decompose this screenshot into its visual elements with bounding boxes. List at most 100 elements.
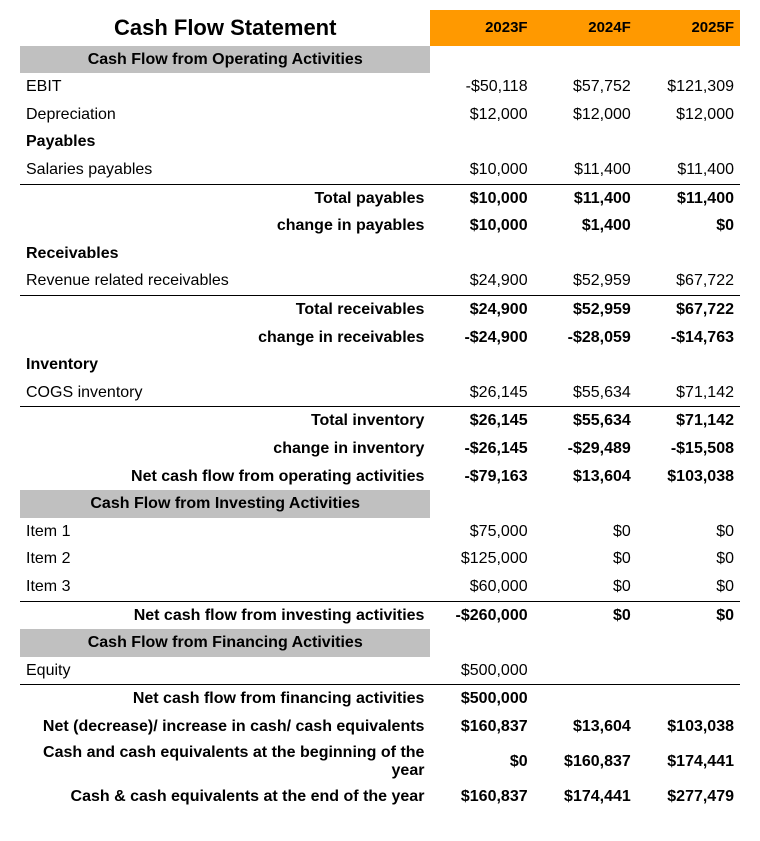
payables-header-row: Payables bbox=[20, 128, 740, 156]
end-cash-val-1: $174,441 bbox=[534, 783, 637, 811]
net-financing-val-0: $500,000 bbox=[430, 685, 533, 713]
net-change-cash-label: Net (decrease)/ increase in cash/ cash e… bbox=[20, 713, 430, 741]
end-cash-label: Cash & cash equivalents at the end of th… bbox=[20, 783, 430, 811]
revenue-receivables-val-1: $52,959 bbox=[534, 267, 637, 295]
ebit-val-2: $121,309 bbox=[637, 73, 740, 101]
cogs-inventory-val-0: $26,145 bbox=[430, 379, 533, 407]
cogs-inventory-row: COGS inventory $26,145 $55,634 $71,142 bbox=[20, 379, 740, 407]
total-inventory-val-1: $55,634 bbox=[534, 407, 637, 435]
net-investing-label: Net cash flow from investing activities bbox=[20, 601, 430, 629]
salaries-payables-row: Salaries payables $10,000 $11,400 $11,40… bbox=[20, 156, 740, 184]
change-payables-label: change in payables bbox=[20, 212, 430, 240]
revenue-receivables-val-2: $67,722 bbox=[637, 267, 740, 295]
financing-header-row: Cash Flow from Financing Activities bbox=[20, 629, 740, 657]
total-receivables-val-1: $52,959 bbox=[534, 296, 637, 324]
net-investing-row: Net cash flow from investing activities … bbox=[20, 601, 740, 629]
net-financing-row: Net cash flow from financing activities … bbox=[20, 685, 740, 713]
ebit-val-1: $57,752 bbox=[534, 73, 637, 101]
total-payables-val-2: $11,400 bbox=[637, 184, 740, 212]
ebit-row: EBIT -$50,118 $57,752 $121,309 bbox=[20, 73, 740, 101]
cash-flow-table: Cash Flow Statement 2023F 2024F 2025F Ca… bbox=[20, 10, 740, 811]
inventory-header: Inventory bbox=[20, 351, 430, 379]
ebit-label: EBIT bbox=[20, 73, 430, 101]
cogs-inventory-val-1: $55,634 bbox=[534, 379, 637, 407]
net-financing-label: Net cash flow from financing activities bbox=[20, 685, 430, 713]
salaries-payables-val-1: $11,400 bbox=[534, 156, 637, 184]
cogs-inventory-label: COGS inventory bbox=[20, 379, 430, 407]
depreciation-val-1: $12,000 bbox=[534, 101, 637, 129]
total-inventory-val-2: $71,142 bbox=[637, 407, 740, 435]
revenue-receivables-row: Revenue related receivables $24,900 $52,… bbox=[20, 267, 740, 295]
begin-cash-val-0: $0 bbox=[430, 741, 533, 784]
change-receivables-label: change in receivables bbox=[20, 324, 430, 352]
change-receivables-row: change in receivables -$24,900 -$28,059 … bbox=[20, 324, 740, 352]
revenue-receivables-label: Revenue related receivables bbox=[20, 267, 430, 295]
depreciation-label: Depreciation bbox=[20, 101, 430, 129]
change-inventory-val-0: -$26,145 bbox=[430, 435, 533, 463]
total-receivables-row: Total receivables $24,900 $52,959 $67,72… bbox=[20, 296, 740, 324]
end-cash-val-2: $277,479 bbox=[637, 783, 740, 811]
depreciation-row: Depreciation $12,000 $12,000 $12,000 bbox=[20, 101, 740, 129]
net-operating-row: Net cash flow from operating activities … bbox=[20, 463, 740, 491]
depreciation-val-2: $12,000 bbox=[637, 101, 740, 129]
salaries-payables-val-2: $11,400 bbox=[637, 156, 740, 184]
net-financing-val-2 bbox=[637, 685, 740, 713]
change-inventory-val-1: -$29,489 bbox=[534, 435, 637, 463]
total-receivables-val-0: $24,900 bbox=[430, 296, 533, 324]
change-inventory-label: change in inventory bbox=[20, 435, 430, 463]
revenue-receivables-val-0: $24,900 bbox=[430, 267, 533, 295]
investing-item1-val-2: $0 bbox=[637, 518, 740, 546]
change-inventory-row: change in inventory -$26,145 -$29,489 -$… bbox=[20, 435, 740, 463]
total-inventory-label: Total inventory bbox=[20, 407, 430, 435]
financing-header: Cash Flow from Financing Activities bbox=[20, 629, 430, 657]
change-receivables-val-2: -$14,763 bbox=[637, 324, 740, 352]
equity-row: Equity $500,000 bbox=[20, 657, 740, 685]
net-financing-val-1 bbox=[534, 685, 637, 713]
year-col-1: 2024F bbox=[534, 10, 637, 46]
net-operating-label: Net cash flow from operating activities bbox=[20, 463, 430, 491]
net-change-cash-val-2: $103,038 bbox=[637, 713, 740, 741]
investing-item3-row: Item 3 $60,000 $0 $0 bbox=[20, 573, 740, 601]
total-inventory-val-0: $26,145 bbox=[430, 407, 533, 435]
equity-label: Equity bbox=[20, 657, 430, 685]
operating-header-row: Cash Flow from Operating Activities bbox=[20, 46, 740, 74]
change-payables-val-2: $0 bbox=[637, 212, 740, 240]
begin-cash-row: Cash and cash equivalents at the beginni… bbox=[20, 741, 740, 784]
investing-header-row: Cash Flow from Investing Activities bbox=[20, 490, 740, 518]
investing-item3-label: Item 3 bbox=[20, 573, 430, 601]
change-receivables-val-0: -$24,900 bbox=[430, 324, 533, 352]
end-cash-val-0: $160,837 bbox=[430, 783, 533, 811]
ebit-val-0: -$50,118 bbox=[430, 73, 533, 101]
net-change-cash-row: Net (decrease)/ increase in cash/ cash e… bbox=[20, 713, 740, 741]
net-change-cash-val-1: $13,604 bbox=[534, 713, 637, 741]
investing-item3-val-1: $0 bbox=[534, 573, 637, 601]
investing-item1-label: Item 1 bbox=[20, 518, 430, 546]
depreciation-val-0: $12,000 bbox=[430, 101, 533, 129]
total-payables-val-0: $10,000 bbox=[430, 184, 533, 212]
begin-cash-label: Cash and cash equivalents at the beginni… bbox=[20, 741, 430, 784]
investing-item2-row: Item 2 $125,000 $0 $0 bbox=[20, 545, 740, 573]
begin-cash-val-2: $174,441 bbox=[637, 741, 740, 784]
equity-val-2 bbox=[637, 657, 740, 685]
investing-item1-row: Item 1 $75,000 $0 $0 bbox=[20, 518, 740, 546]
salaries-payables-val-0: $10,000 bbox=[430, 156, 533, 184]
change-payables-val-0: $10,000 bbox=[430, 212, 533, 240]
receivables-header: Receivables bbox=[20, 240, 430, 268]
investing-item2-val-0: $125,000 bbox=[430, 545, 533, 573]
title: Cash Flow Statement bbox=[20, 10, 430, 46]
net-change-cash-val-0: $160,837 bbox=[430, 713, 533, 741]
investing-item1-val-0: $75,000 bbox=[430, 518, 533, 546]
net-operating-val-2: $103,038 bbox=[637, 463, 740, 491]
equity-val-1 bbox=[534, 657, 637, 685]
net-investing-val-1: $0 bbox=[534, 601, 637, 629]
total-inventory-row: Total inventory $26,145 $55,634 $71,142 bbox=[20, 407, 740, 435]
begin-cash-val-1: $160,837 bbox=[534, 741, 637, 784]
total-receivables-val-2: $67,722 bbox=[637, 296, 740, 324]
operating-header: Cash Flow from Operating Activities bbox=[20, 46, 430, 74]
investing-header: Cash Flow from Investing Activities bbox=[20, 490, 430, 518]
change-receivables-val-1: -$28,059 bbox=[534, 324, 637, 352]
investing-item2-val-1: $0 bbox=[534, 545, 637, 573]
cogs-inventory-val-2: $71,142 bbox=[637, 379, 740, 407]
change-payables-val-1: $1,400 bbox=[534, 212, 637, 240]
investing-item2-label: Item 2 bbox=[20, 545, 430, 573]
